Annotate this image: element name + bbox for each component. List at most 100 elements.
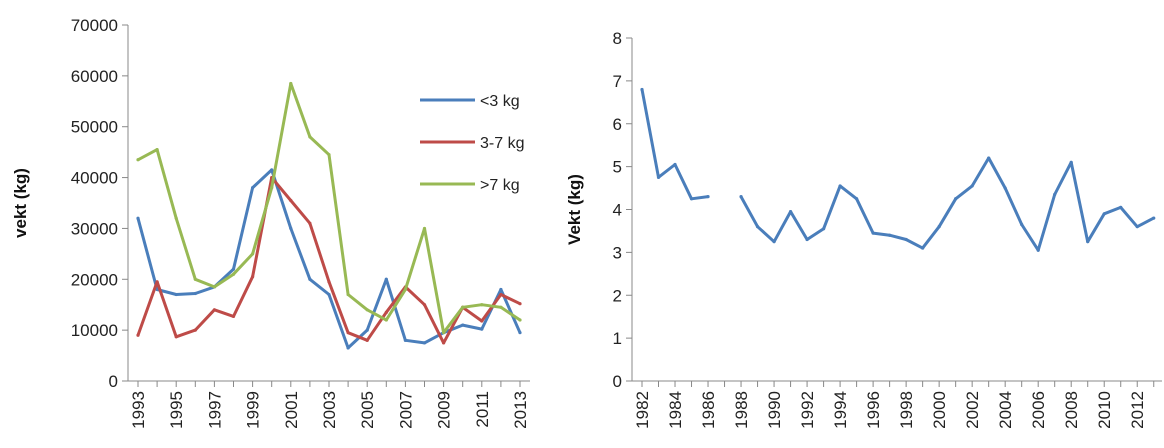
data-point <box>755 225 760 229</box>
data-point <box>1020 222 1024 227</box>
data-point <box>308 221 312 225</box>
y-tick-label: 2 <box>613 286 622 305</box>
series-line <box>136 176 521 345</box>
y-axis-title: Vekt (kg) <box>565 174 584 245</box>
data-point <box>480 303 484 307</box>
x-tick-label: 2013 <box>511 391 530 429</box>
x-tick-label: 1984 <box>666 391 685 429</box>
data-point <box>384 277 388 281</box>
data-point <box>1003 186 1007 190</box>
x-tick-label: 1994 <box>831 391 850 429</box>
data-point <box>174 335 178 339</box>
data-point <box>193 291 197 296</box>
x-tick-label: 1982 <box>633 391 652 429</box>
data-point <box>289 198 293 203</box>
data-point <box>1053 192 1057 197</box>
x-tick-label: 2006 <box>1029 391 1048 429</box>
data-point <box>270 186 274 190</box>
y-tick-label: 50000 <box>71 118 118 137</box>
data-point <box>838 184 842 188</box>
legend-label: 3-7 kg <box>480 135 524 152</box>
y-tick-label: 3 <box>613 243 622 262</box>
data-point <box>308 277 312 281</box>
data-point <box>499 305 503 309</box>
x-tick-label: 1996 <box>864 391 883 429</box>
x-tick-label: 2012 <box>1128 391 1147 429</box>
data-point <box>888 233 892 237</box>
x-tick-label: 2004 <box>996 391 1015 429</box>
x-tick-label: 2010 <box>1095 391 1114 429</box>
data-point <box>871 231 875 235</box>
x-tick-label: 2007 <box>396 391 415 429</box>
data-point <box>904 237 908 242</box>
data-point <box>403 338 407 342</box>
data-point <box>640 87 644 92</box>
data-point <box>461 323 465 327</box>
data-point <box>346 346 350 350</box>
data-point <box>231 314 236 319</box>
data-point <box>937 225 941 229</box>
data-point <box>422 341 427 345</box>
data-point <box>346 292 350 297</box>
data-point <box>442 341 446 345</box>
data-point <box>970 184 974 188</box>
data-point <box>289 81 293 86</box>
x-tick-label: 2009 <box>435 391 454 429</box>
data-point <box>212 308 216 312</box>
data-point <box>1135 225 1139 229</box>
x-tick-label: 1993 <box>129 391 148 429</box>
y-tick-label: 20000 <box>71 270 118 289</box>
data-point <box>403 287 407 292</box>
data-point <box>1102 212 1106 216</box>
x-tick-label: 1986 <box>699 391 718 429</box>
data-point <box>155 148 159 152</box>
series-line <box>136 168 522 350</box>
x-tick-label: 2001 <box>282 391 301 429</box>
x-tick-label: 1995 <box>167 391 186 429</box>
y-tick-label: 8 <box>613 29 622 48</box>
y-tick-label: 1 <box>613 329 622 348</box>
data-point <box>327 280 331 284</box>
data-point <box>346 331 350 335</box>
data-point <box>518 331 522 335</box>
data-point <box>251 252 255 256</box>
x-tick-label: 1997 <box>205 391 224 429</box>
data-point <box>174 216 178 220</box>
data-point <box>499 287 503 292</box>
legend-label: >7 kg <box>480 177 520 194</box>
data-point <box>212 285 216 289</box>
data-point <box>365 308 369 312</box>
chart-right: 0 1 2 3 4 5 6 7 8 1982 1984 1986 1988 1990 1992 1994 199… <box>565 29 1162 429</box>
x-tick-label: 1999 <box>244 391 263 429</box>
data-point <box>327 153 331 157</box>
y-tick-label: 0 <box>109 372 118 391</box>
data-point <box>461 305 465 309</box>
data-point <box>136 333 140 337</box>
data-point <box>231 272 236 276</box>
x-tick-label: 1988 <box>732 391 751 429</box>
data-point <box>384 310 388 314</box>
x-tick-label: 2011 <box>473 391 492 428</box>
x-tick-label: 2000 <box>930 391 949 429</box>
data-point <box>788 210 793 214</box>
series-line-segment <box>640 89 709 201</box>
y-tick-label: 6 <box>613 115 622 134</box>
data-point <box>954 197 958 201</box>
data-point <box>365 328 369 332</box>
data-point <box>231 267 236 271</box>
data-point <box>1119 205 1123 209</box>
data-point <box>518 302 522 306</box>
data-point <box>442 331 446 335</box>
data-point <box>1036 248 1040 252</box>
y-tick-label: 4 <box>613 201 622 220</box>
data-point <box>1086 240 1090 244</box>
data-point <box>739 195 743 199</box>
data-point <box>308 135 312 139</box>
y-tick-label: 60000 <box>71 67 118 86</box>
data-point <box>821 227 826 231</box>
x-tick-label: 2002 <box>963 391 982 429</box>
data-point <box>193 328 197 332</box>
x-tick-label: 2003 <box>320 391 339 429</box>
data-point <box>480 327 484 331</box>
